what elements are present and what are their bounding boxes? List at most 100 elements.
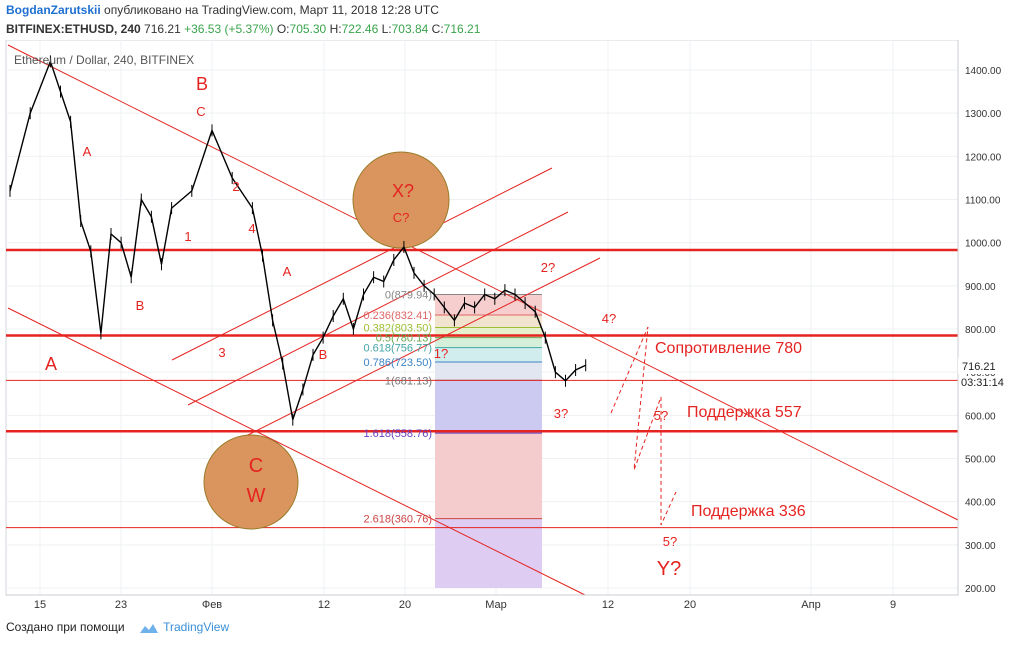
y-tick-label: 200.00 — [965, 584, 996, 595]
symbol-info: BITFINEX:ETHUSD, 240 716.21 +36.53 (+5.3… — [6, 22, 480, 36]
y-axis: 1400.00 1300.00 1200.00 1100.00 1000.00 900.0… — [957, 40, 1002, 595]
footer: Создано при помощи TradingView — [6, 620, 229, 634]
fib-band — [435, 347, 542, 363]
low-label: L: — [381, 22, 392, 36]
high-value: 722.46 — [341, 22, 379, 36]
y-tick-label: 600.00 — [965, 411, 996, 422]
wave-label: X? — [392, 181, 414, 201]
brand-label: TradingView — [163, 620, 230, 634]
fib-label: 0.382(803.50) — [364, 322, 433, 334]
x-tick-label: 20 — [399, 599, 411, 611]
wave-label: 5? — [663, 534, 677, 549]
wave-label: C — [196, 104, 205, 119]
x-tick-label: 15 — [34, 599, 46, 611]
x-tick-label: 12 — [602, 599, 614, 611]
fib-label: 1.618(558.76) — [364, 428, 433, 440]
level-label: Сопротивление 780 — [655, 340, 802, 357]
wave-label: 1? — [434, 346, 448, 361]
fib-labels: 0(879.94) 0.236(832.41)0.382(803.50)0.5(7… — [364, 289, 433, 525]
publish-text: опубликовано на TradingView.com, Март 11… — [104, 3, 439, 17]
y-tick-label: 1400.00 — [965, 66, 1002, 77]
tradingview-logo[interactable]: TradingView — [138, 620, 229, 634]
cloud-icon — [139, 623, 158, 633]
wave-label: B — [196, 74, 208, 94]
wave-circle-w — [203, 434, 299, 530]
x-axis: 15 23 Фев 12 20 Мар 12 20 Апр 9 — [6, 594, 958, 611]
fib-label: 0.618(756.77) — [364, 343, 433, 355]
projection-path — [610, 326, 677, 526]
publish-info: BogdanZarutskii опубликовано на TradingV… — [6, 3, 439, 17]
last-price-tag — [958, 358, 1010, 374]
wave-label: W — [247, 485, 266, 507]
y-tick-label: 1100.00 — [965, 196, 1001, 207]
price-series — [9, 55, 587, 426]
trend-line — [171, 167, 553, 361]
x-tick-label: 9 — [890, 599, 896, 611]
high-label: H: — [329, 22, 342, 36]
close-label: C: — [431, 22, 444, 36]
level-label: Поддержка 557 — [687, 404, 802, 421]
fib-label: 0.236(832.41) — [364, 310, 433, 322]
trend-line — [7, 44, 959, 521]
y-tick-label: 1300.00 — [965, 109, 1002, 120]
price-chart[interactable]: 0(879.94) 0.236(832.41)0.382(803.50)0.5(7… — [0, 40, 1015, 640]
fib-label: 0.786(723.50) — [364, 357, 433, 369]
wave-label: 3 — [218, 345, 225, 360]
fib-band — [435, 337, 542, 348]
fib-label: 0(879.94) — [385, 289, 432, 301]
last-price: 716.21 — [144, 22, 181, 36]
fib-label: 0.5(780.13) — [376, 333, 432, 345]
price-line — [9, 59, 586, 420]
wave-label: C? — [393, 210, 410, 225]
trend-line — [7, 307, 586, 596]
wave-label: 3? — [554, 406, 568, 421]
fib-band — [435, 362, 542, 381]
level-label: Поддержка 336 — [691, 503, 806, 520]
wave-circles — [203, 151, 450, 530]
y-tick-label: 500.00 — [965, 455, 996, 466]
y-tick-label: 1000.00 — [965, 239, 1002, 250]
x-tick-label: Апр — [801, 599, 820, 611]
wave-circle-x — [352, 151, 450, 249]
fib-band — [435, 433, 542, 519]
countdown-label: 03:31:14 — [961, 377, 1004, 389]
y-tick-label: 900.00 — [965, 282, 996, 293]
wave-label: C — [249, 455, 263, 477]
level-labels: Сопротивление 780 Поддержка 557 Поддержка … — [655, 340, 806, 520]
y-tick-label: 300.00 — [965, 541, 996, 552]
wave-label: 2 — [232, 179, 239, 194]
wave-label: B — [136, 298, 145, 313]
wave-label: A — [283, 264, 292, 279]
wave-label: B — [319, 347, 328, 362]
close-value: 716.21 — [443, 22, 481, 36]
chart-title: Ethereum / Dollar, 240, BITFINEX — [14, 53, 194, 67]
x-tick-label: Фев — [202, 599, 222, 611]
fib-band — [435, 380, 542, 434]
symbol-label: BITFINEX:ETHUSD, 240 — [6, 22, 141, 36]
y-tick-label: 1200.00 — [965, 152, 1002, 163]
x-tick-label: 23 — [115, 599, 127, 611]
author-link[interactable]: BogdanZarutskii — [6, 3, 101, 17]
fib-band — [435, 327, 542, 338]
x-tick-label: 20 — [684, 599, 696, 611]
low-value: 703.84 — [391, 22, 429, 36]
x-tick-label: Мар — [485, 599, 507, 611]
wave-label: A — [83, 144, 92, 159]
fib-label: 2.618(360.76) — [364, 514, 433, 526]
projection-line — [610, 326, 677, 526]
wave-label: 4 — [248, 221, 255, 236]
wave-label: 5? — [654, 408, 668, 423]
fib-band — [435, 315, 542, 328]
open-label: O: — [276, 22, 290, 36]
wave-label: Y? — [657, 558, 681, 580]
last-price-label: 716.21 — [962, 361, 996, 373]
wave-label: 2? — [541, 260, 555, 275]
fib-band — [435, 294, 542, 316]
trend-line — [187, 211, 569, 406]
y-tick-label: 400.00 — [965, 498, 996, 509]
wave-label: 4? — [602, 311, 616, 326]
trend-line — [217, 257, 601, 451]
x-tick-label: 12 — [318, 599, 330, 611]
fib-label: 1(681.13) — [385, 375, 432, 387]
